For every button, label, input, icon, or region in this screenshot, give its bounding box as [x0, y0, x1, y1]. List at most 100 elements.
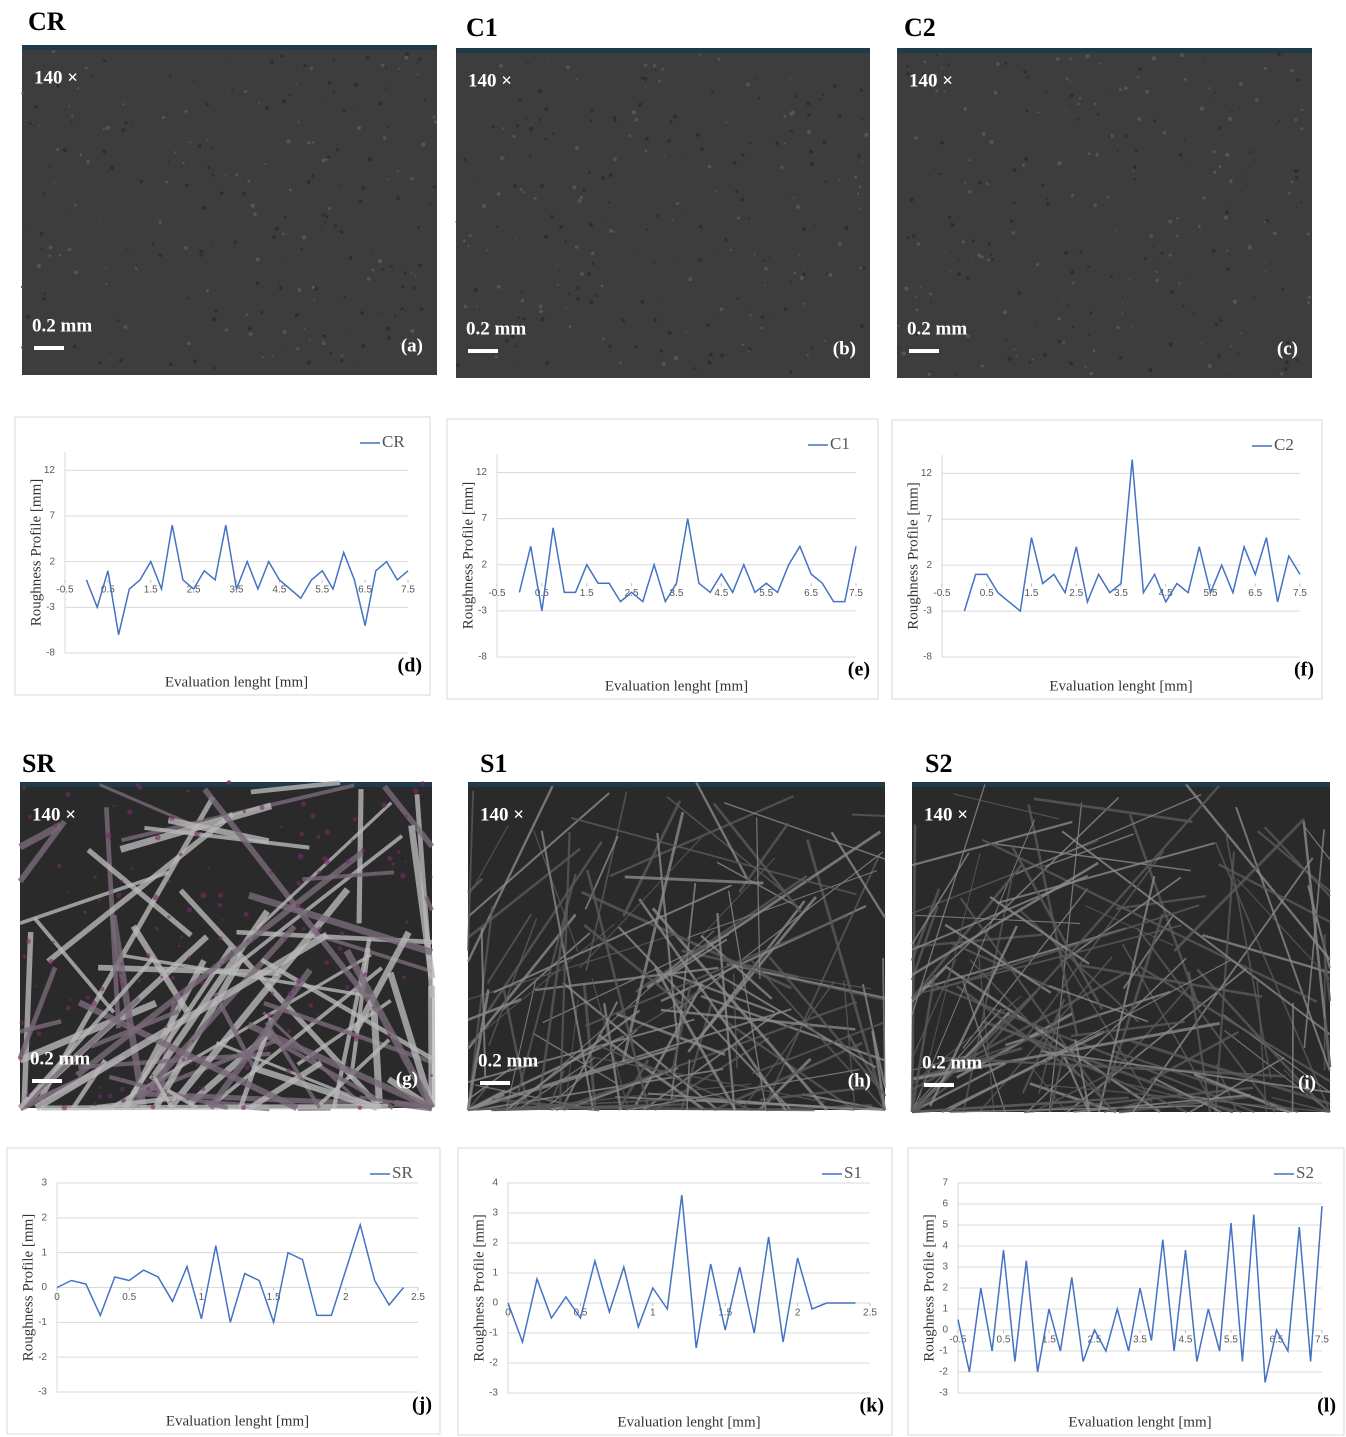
speck	[65, 1005, 71, 1011]
fiber	[724, 802, 886, 860]
speck	[753, 253, 756, 256]
speck	[854, 175, 858, 179]
speck	[67, 890, 70, 893]
speck	[748, 347, 752, 351]
speck	[978, 180, 983, 185]
fiber	[1193, 1072, 1290, 1114]
speck	[1202, 196, 1206, 200]
speck	[184, 109, 188, 113]
speck	[488, 324, 491, 327]
speck	[105, 832, 112, 839]
speck	[220, 963, 223, 966]
speck	[513, 184, 517, 188]
speck	[1275, 123, 1278, 126]
fiber	[1236, 878, 1331, 981]
speck	[268, 870, 274, 875]
speck	[494, 355, 498, 359]
speck	[285, 347, 287, 349]
speck	[832, 84, 837, 88]
speck	[177, 944, 181, 948]
panel-label: (e)	[848, 659, 870, 681]
speck	[44, 64, 46, 67]
speck	[1185, 226, 1187, 229]
speck	[152, 143, 155, 146]
speck	[410, 328, 415, 334]
fiber	[98, 964, 280, 976]
speck	[180, 992, 184, 996]
speck	[1207, 363, 1212, 369]
speck	[329, 351, 333, 355]
speck	[861, 118, 864, 121]
speck	[102, 149, 107, 154]
fiber	[17, 966, 58, 1060]
speck	[653, 318, 658, 322]
speck	[224, 174, 227, 177]
fiber	[1225, 832, 1272, 1080]
speck	[250, 203, 255, 208]
speck	[226, 89, 228, 91]
speck	[145, 952, 151, 958]
fiber	[768, 956, 886, 1097]
speck	[43, 292, 47, 296]
speck	[714, 190, 717, 193]
speck	[158, 220, 162, 224]
speck	[56, 863, 62, 869]
speck	[1197, 224, 1201, 228]
speck	[1225, 152, 1230, 157]
speck	[51, 940, 55, 944]
speck	[528, 154, 532, 158]
speck	[119, 982, 125, 987]
speck	[180, 935, 183, 939]
speck	[284, 938, 288, 942]
speck	[1155, 270, 1158, 273]
legend-label: SR	[392, 1163, 413, 1182]
x-tick-label: 6.5	[1248, 588, 1262, 599]
speck	[706, 323, 710, 327]
speck	[859, 207, 862, 210]
speck	[600, 284, 604, 288]
speck	[244, 90, 248, 94]
x-tick-label: 5.5	[315, 585, 329, 596]
y-tick-label: 0	[492, 1298, 498, 1309]
x-tick-label: 6.5	[804, 588, 818, 599]
speck	[322, 856, 329, 862]
speck	[137, 979, 141, 983]
scale-label: 0.2 mm	[32, 315, 92, 336]
speck	[802, 302, 806, 305]
speck	[382, 136, 387, 140]
speck	[1203, 62, 1206, 65]
fiber	[945, 1056, 1286, 1078]
speck	[1011, 231, 1016, 235]
speck	[282, 232, 285, 236]
x-tick-label: 1.5	[580, 588, 594, 599]
fiber	[46, 811, 235, 964]
fiber	[1033, 797, 1193, 824]
speck	[818, 98, 822, 101]
speck	[1169, 290, 1174, 295]
fiber	[1085, 905, 1174, 946]
speck	[496, 284, 501, 289]
speck	[345, 859, 350, 864]
speck	[387, 855, 393, 862]
speck	[809, 149, 813, 154]
fiber	[467, 1035, 625, 1112]
speck	[316, 870, 322, 875]
y-tick-label: 2	[49, 556, 55, 567]
speck	[226, 959, 230, 963]
speck	[29, 122, 32, 126]
fiber	[33, 916, 116, 1014]
speck	[963, 106, 968, 111]
speck	[749, 305, 751, 307]
speck	[990, 257, 994, 261]
x-axis-title: Evaluation lenght [mm]	[166, 1413, 309, 1429]
speck	[308, 247, 310, 249]
speck	[164, 1024, 168, 1029]
speck	[377, 259, 383, 264]
speck	[520, 298, 525, 303]
fiber	[911, 1099, 1088, 1114]
fiber	[89, 1095, 176, 1111]
speck	[91, 75, 94, 78]
speck	[914, 136, 918, 140]
speck	[589, 300, 594, 305]
speck	[98, 361, 102, 365]
